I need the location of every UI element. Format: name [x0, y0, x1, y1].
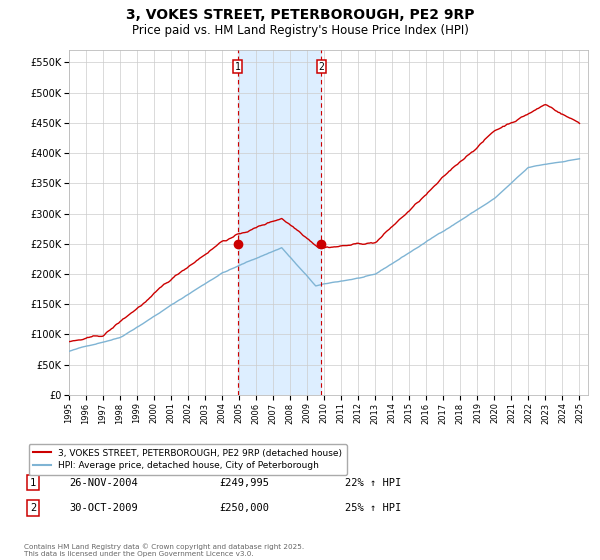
Text: Price paid vs. HM Land Registry's House Price Index (HPI): Price paid vs. HM Land Registry's House …	[131, 24, 469, 37]
Text: £250,000: £250,000	[219, 503, 269, 513]
Text: 26-NOV-2004: 26-NOV-2004	[69, 478, 138, 488]
Legend: 3, VOKES STREET, PETERBOROUGH, PE2 9RP (detached house), HPI: Average price, det: 3, VOKES STREET, PETERBOROUGH, PE2 9RP (…	[29, 444, 347, 475]
Text: 1: 1	[30, 478, 36, 488]
Text: Contains HM Land Registry data © Crown copyright and database right 2025.
This d: Contains HM Land Registry data © Crown c…	[24, 544, 304, 557]
Text: 2: 2	[319, 62, 325, 72]
Bar	[238, 50, 322, 395]
Text: £249,995: £249,995	[219, 478, 269, 488]
Text: 30-OCT-2009: 30-OCT-2009	[69, 503, 138, 513]
Text: 3, VOKES STREET, PETERBOROUGH, PE2 9RP: 3, VOKES STREET, PETERBOROUGH, PE2 9RP	[126, 8, 474, 22]
Text: 22% ↑ HPI: 22% ↑ HPI	[345, 478, 401, 488]
Text: 25% ↑ HPI: 25% ↑ HPI	[345, 503, 401, 513]
Text: 1: 1	[235, 62, 241, 72]
Text: 2: 2	[30, 503, 36, 513]
